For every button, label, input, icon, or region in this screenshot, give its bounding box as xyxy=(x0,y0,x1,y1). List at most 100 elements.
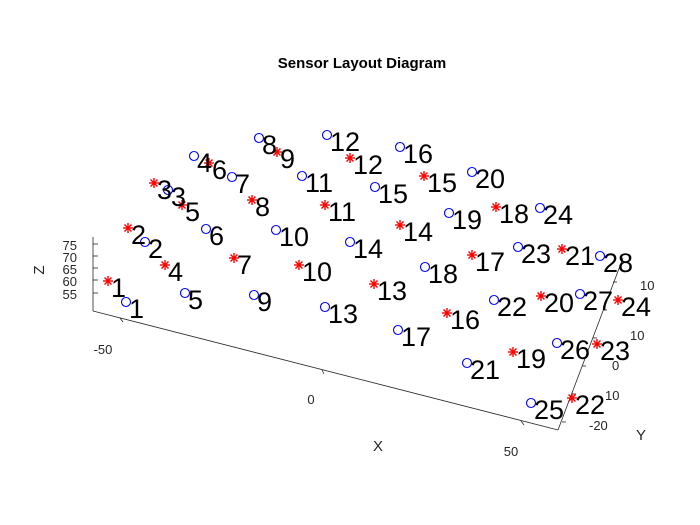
circle-point-marker xyxy=(179,287,191,299)
circle-point-label: 3 xyxy=(171,182,186,212)
star-point-marker xyxy=(395,220,405,230)
circle-point-marker xyxy=(200,223,212,235)
star-point-marker xyxy=(229,253,239,263)
circle-point-marker xyxy=(525,397,537,409)
circle-point-label: 28 xyxy=(603,248,633,278)
y-tick-label: -20 xyxy=(589,418,608,433)
circle-point-marker xyxy=(248,289,260,301)
star-point-label: 7 xyxy=(237,250,252,280)
circle-point-marker xyxy=(253,132,265,144)
star-point-marker xyxy=(160,260,170,270)
circle-point-marker xyxy=(466,166,478,178)
star-point-label: 2 xyxy=(131,220,146,250)
circle-point-label: 22 xyxy=(497,292,527,322)
star-point-label: 13 xyxy=(377,276,407,306)
circle-point-marker xyxy=(270,224,282,236)
circle-point-marker xyxy=(443,207,455,219)
star-point-marker xyxy=(149,178,159,188)
star-point-label: 6 xyxy=(212,155,227,185)
star-point-label: 20 xyxy=(544,288,574,318)
star-point-marker xyxy=(103,276,113,286)
circle-point-marker xyxy=(488,294,500,306)
star-point-marker xyxy=(204,158,214,168)
star-point-marker xyxy=(613,295,623,305)
circle-point-marker xyxy=(534,202,546,214)
z-tick-label: 70 xyxy=(63,250,77,265)
circle-point-label: 11 xyxy=(305,168,333,198)
circle-point-label: 15 xyxy=(378,179,408,209)
star-point-marker xyxy=(567,393,577,403)
circle-point-label: 17 xyxy=(401,322,431,352)
circle-point-marker xyxy=(139,236,151,248)
circle-point-marker xyxy=(392,324,404,336)
star-point-label: 16 xyxy=(450,305,480,335)
y-tick-label: 10 xyxy=(605,388,619,403)
circle-point-label: 10 xyxy=(279,222,309,252)
circle-point-label: 19 xyxy=(452,205,482,235)
circle-point-label: 23 xyxy=(521,239,551,269)
star-point-marker xyxy=(592,339,602,349)
x-tick-label: 50 xyxy=(504,444,518,459)
star-point-label: 21 xyxy=(565,241,595,271)
star-point-label: 4 xyxy=(168,257,183,287)
z-tick-label: 55 xyxy=(63,287,77,302)
circle-point-marker xyxy=(512,241,524,253)
star-point-marker xyxy=(536,291,546,301)
x-axis-label: X xyxy=(373,438,383,455)
circle-point-label: 21 xyxy=(470,355,500,385)
circle-point-marker xyxy=(321,129,333,141)
circle-point-label: 12 xyxy=(330,127,360,157)
circle-point-label: 1 xyxy=(129,294,144,324)
circle-point-label: 7 xyxy=(235,169,250,199)
y-tick-label: 10 xyxy=(630,328,644,343)
circle-point-label: 4 xyxy=(197,148,212,178)
star-point-marker xyxy=(123,223,133,233)
star-point-label: 23 xyxy=(600,336,630,366)
star-point-label: 22 xyxy=(575,390,605,420)
circle-point-label: 24 xyxy=(543,200,573,230)
circle-point-marker xyxy=(574,288,586,300)
star-point-label: 19 xyxy=(516,344,546,374)
circle-point-marker xyxy=(461,357,473,369)
star-point-label: 10 xyxy=(302,257,332,287)
circle-point-marker xyxy=(394,141,406,153)
star-point-marker xyxy=(272,147,282,157)
circle-point-label: 25 xyxy=(534,395,564,425)
circle-point-marker xyxy=(162,184,174,196)
star-point-marker xyxy=(491,202,501,212)
circle-point-label: 18 xyxy=(428,259,458,289)
star-point-marker xyxy=(294,260,304,270)
star-point-marker xyxy=(508,347,518,357)
y-tick-label: 0 xyxy=(612,358,619,373)
star-point-label: 3 xyxy=(157,175,172,205)
y-tick-label: 10 xyxy=(640,278,654,293)
star-point-marker xyxy=(177,200,187,210)
circle-point-label: 20 xyxy=(475,164,505,194)
star-point-marker xyxy=(557,244,567,254)
star-point-marker xyxy=(247,195,257,205)
star-point-marker xyxy=(419,171,429,181)
circle-point-marker xyxy=(226,171,238,183)
circle-point-marker xyxy=(120,296,132,308)
z-tick-label: 75 xyxy=(63,238,77,253)
circle-point-label: 2 xyxy=(148,234,163,264)
circle-point-marker xyxy=(188,150,200,162)
circle-point-label: 9 xyxy=(257,287,272,317)
star-point-label: 18 xyxy=(499,199,529,229)
circle-point-marker xyxy=(594,250,606,262)
star-point-marker xyxy=(320,200,330,210)
circle-point-label: 6 xyxy=(209,221,224,251)
z-tick-label: 60 xyxy=(63,274,77,289)
star-point-label: 24 xyxy=(621,292,651,322)
chart-title: Sensor Layout Diagram xyxy=(278,55,446,72)
star-point-marker xyxy=(442,308,452,318)
y-axis-label: Y xyxy=(636,427,646,444)
z-tick-label: 65 xyxy=(63,262,77,277)
circle-point-marker xyxy=(296,170,308,182)
circle-point-label: 13 xyxy=(328,299,358,329)
star-point-label: 15 xyxy=(427,168,457,198)
x-tick-label: 0 xyxy=(307,392,314,407)
star-point-label: 8 xyxy=(255,192,270,222)
star-point-marker xyxy=(369,279,379,289)
